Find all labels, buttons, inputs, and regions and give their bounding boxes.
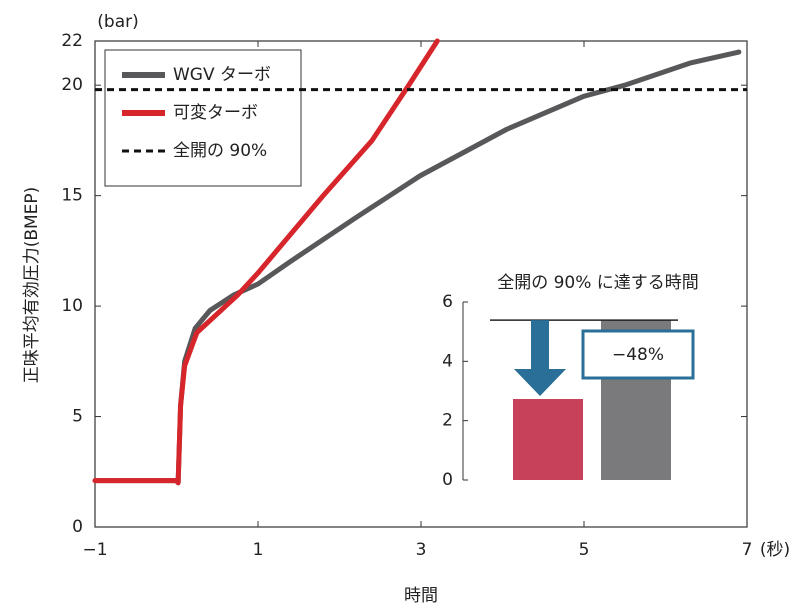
y-tick-label: 20 bbox=[61, 75, 83, 95]
y-tick-label: 2 bbox=[442, 411, 453, 431]
y-axis-label: 正味平均有効圧力(BMEP) bbox=[22, 187, 42, 384]
x-axis-label: 時間 bbox=[404, 586, 438, 606]
legend-label: 可変ターボ bbox=[173, 103, 258, 123]
y-tick-label: 15 bbox=[61, 186, 83, 206]
legend-label: 全開の 90% bbox=[173, 141, 267, 161]
y-tick-label: 0 bbox=[72, 517, 83, 537]
y-tick-label: 6 bbox=[442, 292, 453, 312]
arrow bbox=[514, 320, 566, 397]
annotation-box bbox=[581, 329, 695, 380]
annotation: −48% bbox=[612, 345, 664, 365]
legend-label: WGV ターボ bbox=[173, 65, 271, 85]
x-unit: (秒) bbox=[760, 540, 790, 560]
bar bbox=[513, 399, 583, 480]
inset-background bbox=[440, 262, 740, 502]
inset-title: 全開の 90% に達する時間 bbox=[497, 273, 699, 293]
y-tick-label: 22 bbox=[61, 31, 83, 51]
x-tick-label: −1 bbox=[82, 540, 107, 560]
series-line bbox=[92, 38, 440, 486]
y-tick-label: 5 bbox=[72, 407, 83, 427]
x-tick-label: 1 bbox=[253, 540, 264, 560]
x-tick-label: 3 bbox=[416, 540, 427, 560]
x-tick-label: 7 bbox=[742, 540, 753, 560]
y-tick-label: 10 bbox=[61, 296, 83, 316]
y-tick-label: 4 bbox=[442, 351, 453, 371]
y-tick-label: 0 bbox=[442, 470, 453, 490]
y-unit: (bar) bbox=[97, 12, 138, 32]
x-tick-label: 5 bbox=[579, 540, 590, 560]
